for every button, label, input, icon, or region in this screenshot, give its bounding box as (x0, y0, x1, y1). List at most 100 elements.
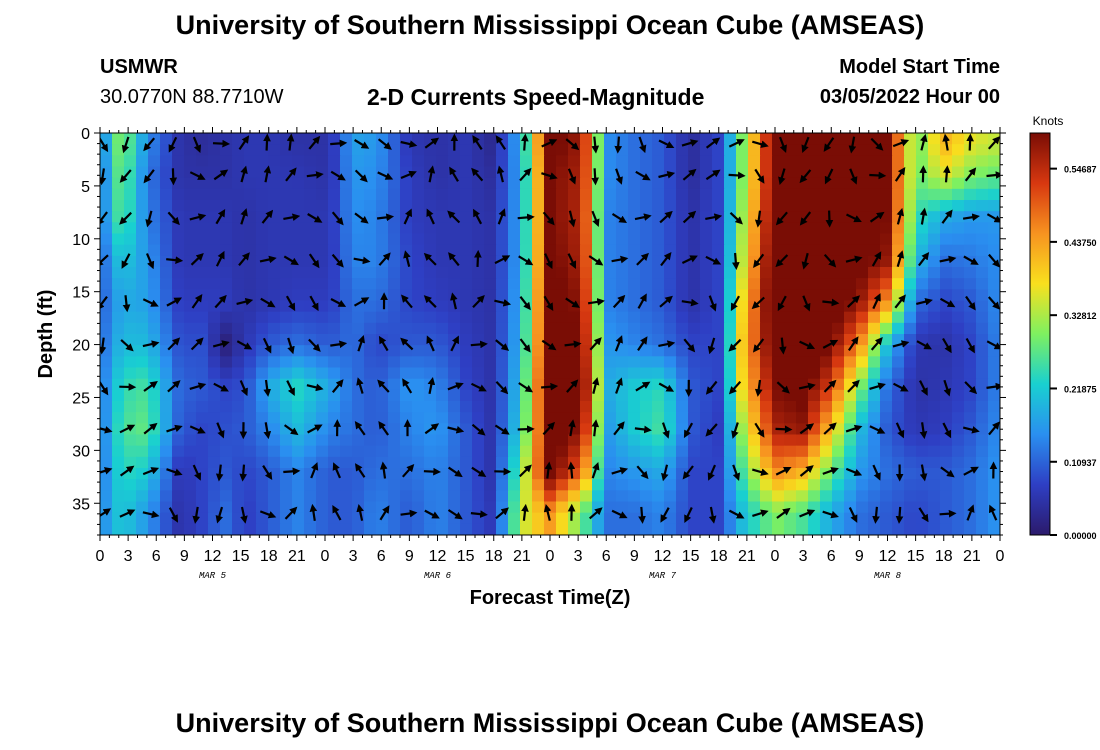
current-arrow (285, 295, 296, 312)
current-arrow (167, 211, 180, 226)
heat-cell (844, 334, 857, 346)
heat-cell (508, 177, 521, 190)
heat-cell (400, 445, 413, 458)
heat-cell (280, 200, 293, 212)
heat-cell (784, 445, 797, 458)
heat-cell (652, 244, 665, 257)
heat-cell (316, 445, 329, 458)
current-arrow (447, 466, 463, 478)
heat-cell (148, 523, 161, 535)
heat-cell (988, 244, 1000, 257)
heat-cell (424, 255, 437, 268)
heat-cell (940, 367, 953, 380)
heat-cell (100, 412, 113, 424)
heat-cell (904, 188, 917, 201)
heat-cell (436, 188, 449, 201)
heat-cell (196, 401, 209, 413)
y-axis-label: Depth (ft) (35, 290, 57, 379)
heat-cell (244, 311, 257, 324)
current-arrow (263, 133, 271, 151)
current-arrow (638, 506, 646, 524)
current-arrow (190, 337, 204, 351)
heat-cell (748, 401, 761, 413)
heat-cell (184, 445, 197, 458)
heat-cell (748, 278, 761, 290)
heat-cell (292, 278, 305, 290)
heat-cell (628, 155, 641, 168)
heat-cell (292, 412, 305, 424)
heat-cell (232, 144, 245, 156)
heat-cell (124, 311, 137, 324)
heat-cell (268, 479, 281, 491)
heat-cell (904, 255, 917, 268)
heat-cell (580, 322, 593, 335)
current-arrow (799, 169, 812, 184)
heat-cell (124, 144, 137, 156)
heat-cell (412, 144, 425, 156)
heat-cell (772, 244, 785, 257)
heat-cell (580, 133, 593, 145)
heat-cell (184, 188, 197, 201)
heat-cell (532, 222, 545, 235)
heat-cell (124, 479, 137, 491)
x-tick-label: 12 (204, 548, 222, 565)
heat-cell (928, 334, 941, 346)
heat-cell (400, 300, 413, 313)
heat-cell (688, 523, 701, 535)
heat-cell (184, 255, 197, 268)
heat-cell (976, 456, 989, 469)
current-arrow (544, 253, 553, 270)
heat-cell (196, 512, 209, 525)
current-arrow (518, 382, 534, 393)
heat-cell (448, 389, 461, 402)
heat-cell (760, 255, 773, 268)
heat-cell (736, 300, 749, 313)
heat-cell (616, 222, 629, 235)
x-tick-label: 21 (738, 548, 756, 565)
heat-cell (220, 456, 233, 469)
heat-cell (988, 523, 1000, 535)
heat-cell (256, 200, 269, 212)
heat-cell (928, 188, 941, 201)
heat-cell (280, 445, 293, 458)
heat-cell (436, 200, 449, 212)
heat-cell (808, 412, 821, 424)
heat-cell (424, 200, 437, 212)
heat-cell (652, 278, 665, 290)
heat-cell (856, 177, 869, 190)
heat-cell (100, 300, 113, 313)
heat-cell (220, 244, 233, 257)
heat-cell (724, 412, 737, 424)
heat-cell (400, 278, 413, 290)
heat-cell (724, 233, 737, 246)
heat-cell (436, 345, 449, 357)
current-arrow (189, 382, 207, 390)
heat-cell (892, 133, 905, 145)
heat-cell (772, 512, 785, 525)
heat-cell (676, 289, 689, 302)
heat-cell (412, 278, 425, 290)
heat-cell (676, 456, 689, 469)
heat-cell (904, 468, 917, 480)
heat-cell (424, 356, 437, 369)
heat-cell (160, 501, 173, 514)
heat-cell (808, 501, 821, 514)
heat-cell (952, 367, 965, 380)
heat-cell (856, 334, 869, 346)
heat-cell (520, 267, 533, 279)
heat-cell (268, 222, 281, 235)
current-arrow (658, 382, 675, 392)
heat-cell (808, 523, 821, 535)
heat-cell (508, 334, 521, 346)
current-arrow (189, 171, 206, 180)
heat-cell (700, 188, 713, 201)
heat-cell (436, 389, 449, 402)
heat-cell (136, 479, 149, 491)
current-arrow (239, 380, 248, 397)
heat-cell (556, 166, 569, 179)
heat-cell (784, 255, 797, 268)
heat-cell (316, 267, 329, 279)
current-arrow (354, 420, 366, 436)
heat-cell (664, 479, 677, 491)
heat-cell (196, 412, 209, 424)
